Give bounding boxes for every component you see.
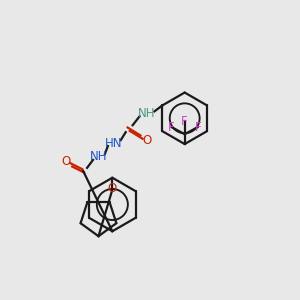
Text: O: O [61,155,71,168]
Text: F: F [195,121,202,134]
Text: O: O [108,182,117,195]
Text: NH: NH [138,107,155,120]
Text: F: F [167,121,174,134]
Text: F: F [182,115,188,128]
Text: NH: NH [90,150,108,164]
Text: HN: HN [105,136,123,150]
Text: O: O [142,134,151,147]
